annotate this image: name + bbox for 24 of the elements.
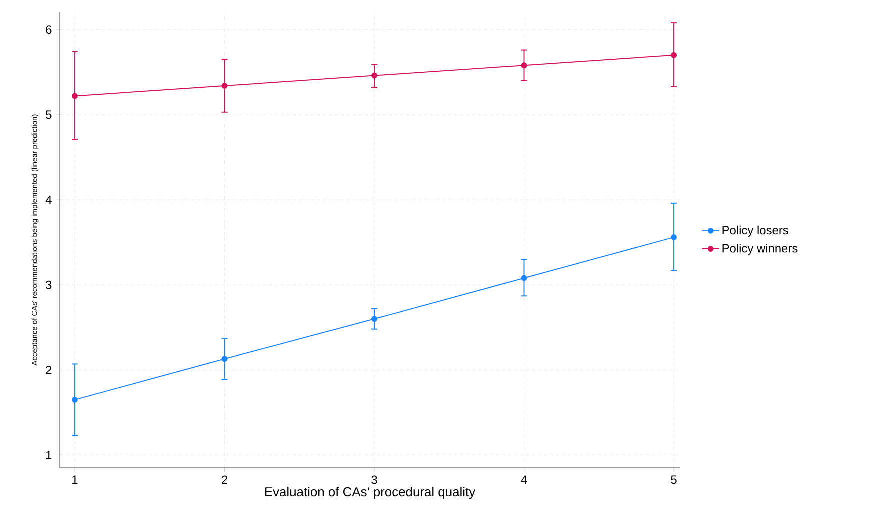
point: [372, 316, 378, 322]
x-tick-label: 3: [372, 476, 378, 484]
y-tick-label: 6: [46, 26, 52, 34]
x-tick-label: 2: [222, 476, 228, 484]
point: [222, 356, 228, 362]
x-tick-label: 5: [671, 476, 677, 484]
legend-label: Policy losers: [722, 226, 788, 237]
x-tick-label: 1: [72, 476, 78, 484]
point: [222, 83, 228, 89]
legend-label: Policy winners: [722, 244, 798, 256]
point: [72, 396, 78, 403]
y-tick-label: 5: [46, 110, 52, 120]
x-axis-title: Evaluation of CAs' procedural quality: [265, 487, 476, 500]
point: [521, 62, 528, 69]
y-tick-label: 4: [46, 196, 52, 204]
point: [72, 93, 78, 100]
point: [521, 275, 528, 282]
y-tick-label: 1: [46, 451, 52, 460]
point: [372, 72, 378, 79]
y-tick-label: 2: [46, 366, 52, 374]
point: [671, 234, 678, 240]
y-tick-label: 3: [46, 280, 52, 290]
point: [671, 52, 678, 58]
x-tick-label: 4: [521, 476, 528, 484]
